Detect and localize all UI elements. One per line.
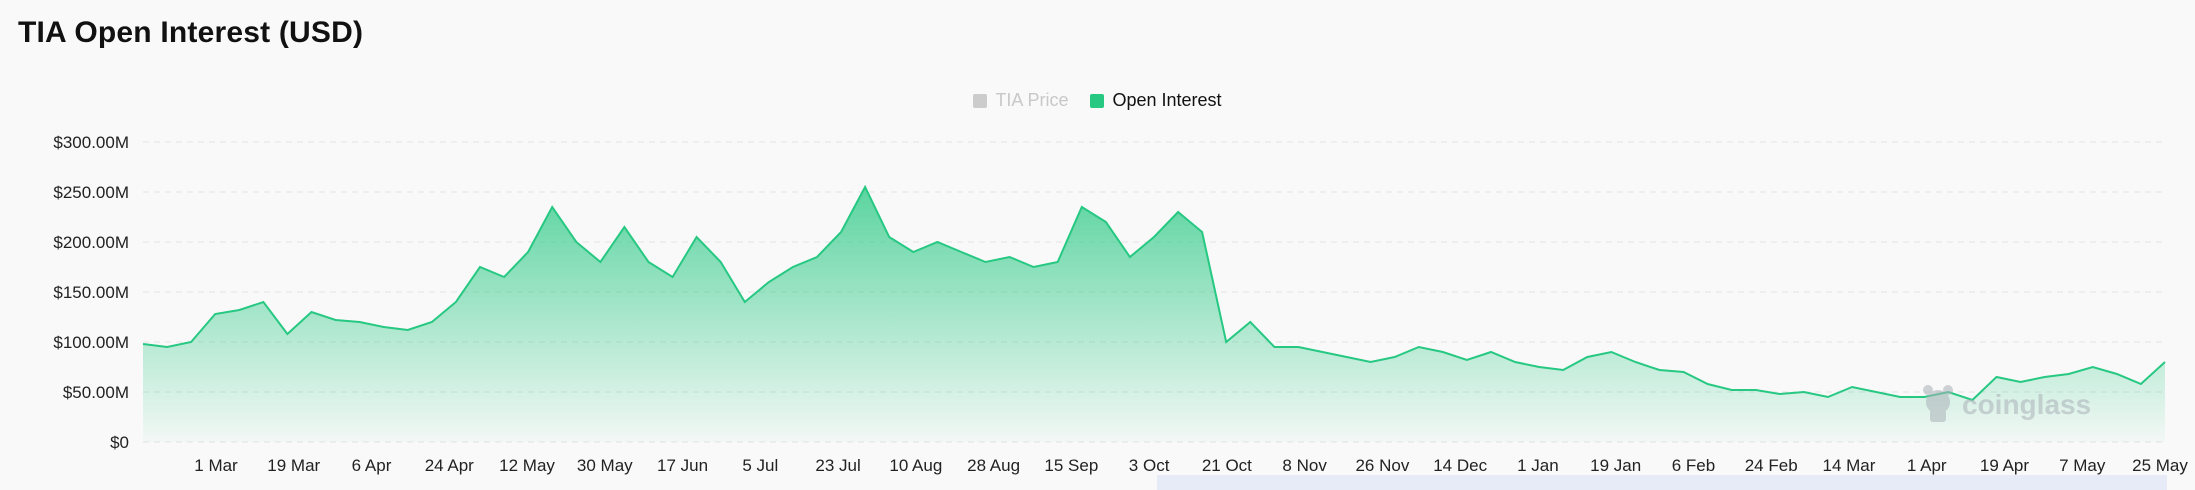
x-tick-label: 21 Oct (1202, 456, 1252, 475)
x-tick-label: 12 May (499, 456, 555, 475)
y-tick-label: $0 (110, 433, 129, 452)
open-interest-area (143, 187, 2165, 442)
x-tick-label: 3 Oct (1129, 456, 1170, 475)
x-tick-label: 24 Apr (425, 456, 474, 475)
watermark: coinglass (1923, 385, 2091, 422)
x-tick-label: 19 Mar (267, 456, 320, 475)
x-tick-label: 17 Jun (657, 456, 708, 475)
x-tick-label: 6 Feb (1672, 456, 1715, 475)
x-tick-label: 1 Jan (1517, 456, 1559, 475)
x-tick-label: 30 May (577, 456, 633, 475)
x-tick-label: 1 Mar (194, 456, 238, 475)
legend-swatch-tia-price (973, 93, 988, 108)
x-tick-label: 14 Dec (1433, 456, 1487, 475)
legend-swatch-open-interest (1090, 93, 1105, 108)
x-tick-label: 26 Nov (1355, 456, 1409, 475)
y-tick-label: $250.00M (53, 183, 129, 202)
x-tick-label: 8 Nov (1282, 456, 1327, 475)
chart-title: TIA Open Interest (USD) (18, 16, 364, 49)
x-tick-label: 5 Jul (742, 456, 778, 475)
y-tick-label: $150.00M (53, 283, 129, 302)
x-tick-label: 15 Sep (1044, 456, 1098, 475)
x-tick-label: 23 Jul (815, 456, 860, 475)
y-tick-label: $200.00M (53, 233, 129, 252)
x-tick-label: 25 May (2132, 456, 2188, 475)
x-tick-label: 24 Feb (1745, 456, 1798, 475)
y-axis: $0 $50.00M $100.00M $150.00M $200.00M $250.00… (53, 133, 129, 452)
x-tick-label: 10 Aug (889, 456, 942, 475)
x-tick-label: 7 May (2059, 456, 2106, 475)
x-tick-label: 19 Jan (1590, 456, 1641, 475)
legend-item-tia-price[interactable]: TIA Price (973, 90, 1068, 111)
x-tick-label: 19 Apr (1980, 456, 2029, 475)
legend: TIA Price Open Interest (0, 90, 2195, 111)
y-tick-label: $300.00M (53, 133, 129, 152)
legend-label-tia-price: TIA Price (995, 90, 1069, 110)
legend-item-open-interest[interactable]: Open Interest (1090, 90, 1222, 111)
x-tick-label: 1 Apr (1907, 456, 1947, 475)
y-tick-label: $100.00M (53, 333, 129, 352)
x-tick-label: 28 Aug (967, 456, 1020, 475)
zoom-scroll-track[interactable] (1157, 475, 2167, 490)
x-axis: 1 Mar 19 Mar 6 Apr 24 Apr 12 May 30 May 17 Jun… (194, 456, 2188, 475)
y-tick-label: $50.00M (63, 383, 129, 402)
x-tick-label: 6 Apr (352, 456, 392, 475)
coinglass-logo-icon (1923, 385, 1953, 422)
legend-label-open-interest: Open Interest (1112, 90, 1222, 110)
watermark-text: coinglass (1962, 389, 2091, 420)
x-tick-label: 14 Mar (1822, 456, 1875, 475)
open-interest-line (142, 184, 2166, 402)
